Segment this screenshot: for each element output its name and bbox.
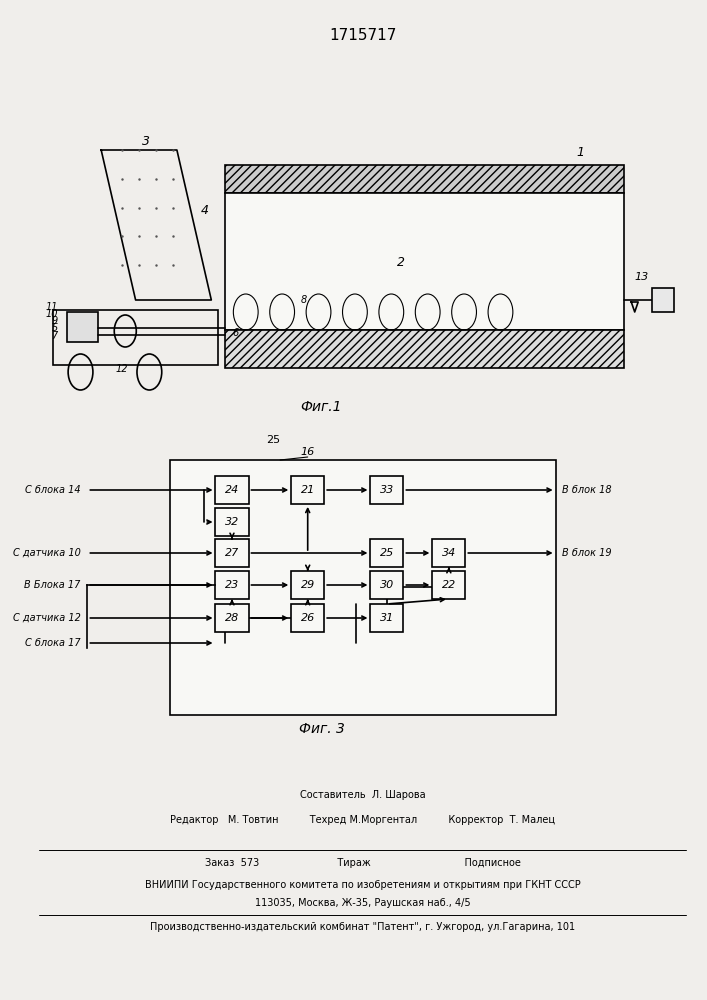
FancyBboxPatch shape <box>216 476 248 504</box>
FancyBboxPatch shape <box>216 604 248 632</box>
Text: 29: 29 <box>300 580 315 590</box>
Text: 8: 8 <box>300 295 307 305</box>
Text: Заказ  573                         Тираж                              Подписное: Заказ 573 Тираж Подписное <box>205 858 521 868</box>
Text: 23: 23 <box>225 580 239 590</box>
FancyBboxPatch shape <box>225 193 624 330</box>
Text: 33: 33 <box>380 485 394 495</box>
Text: 2: 2 <box>397 255 405 268</box>
Text: 113035, Москва, Ж-35, Раушская наб., 4/5: 113035, Москва, Ж-35, Раушская наб., 4/5 <box>255 898 471 908</box>
Text: Фиг. 3: Фиг. 3 <box>298 722 344 736</box>
Text: 9: 9 <box>52 316 58 326</box>
Text: Редактор   М. Товтин          Техред М.Моргентал          Корректор  Т. Малец: Редактор М. Товтин Техред М.Моргентал Ко… <box>170 815 555 825</box>
Text: Составитель  Л. Шарова: Составитель Л. Шарова <box>300 790 426 800</box>
Text: 27: 27 <box>225 548 239 558</box>
FancyBboxPatch shape <box>370 539 404 567</box>
Text: 12: 12 <box>115 364 128 374</box>
Text: Фиг.1: Фиг.1 <box>300 400 342 414</box>
FancyBboxPatch shape <box>370 476 404 504</box>
Text: 10: 10 <box>45 309 58 319</box>
FancyBboxPatch shape <box>291 604 325 632</box>
FancyBboxPatch shape <box>216 539 248 567</box>
Text: 5: 5 <box>52 323 58 333</box>
Text: С блока 14: С блока 14 <box>25 485 81 495</box>
FancyBboxPatch shape <box>370 571 404 599</box>
Text: 31: 31 <box>380 613 394 623</box>
Text: 16: 16 <box>300 447 315 457</box>
Text: 6: 6 <box>232 328 238 338</box>
Text: ВНИИПИ Государственного комитета по изобретениям и открытиям при ГКНТ СССР: ВНИИПИ Государственного комитета по изоб… <box>145 880 580 890</box>
FancyBboxPatch shape <box>432 539 465 567</box>
Text: Производственно-издательский комбинат "Патент", г. Ужгород, ул.Гагарина, 101: Производственно-издательский комбинат "П… <box>150 922 575 932</box>
Text: 11: 11 <box>45 302 58 312</box>
Text: В Блока 17: В Блока 17 <box>24 580 81 590</box>
FancyBboxPatch shape <box>216 508 248 536</box>
FancyBboxPatch shape <box>216 571 248 599</box>
FancyBboxPatch shape <box>291 571 325 599</box>
Text: 28: 28 <box>225 613 239 623</box>
FancyBboxPatch shape <box>170 460 556 715</box>
Text: 34: 34 <box>442 548 456 558</box>
Text: 25: 25 <box>380 548 394 558</box>
FancyBboxPatch shape <box>370 604 404 632</box>
Text: 1715717: 1715717 <box>329 28 397 43</box>
Text: 3: 3 <box>142 135 150 148</box>
Text: 21: 21 <box>300 485 315 495</box>
Text: 24: 24 <box>225 485 239 495</box>
Polygon shape <box>101 150 211 300</box>
Text: С датчика 10: С датчика 10 <box>13 548 81 558</box>
Text: 7: 7 <box>52 331 58 341</box>
FancyBboxPatch shape <box>291 476 325 504</box>
Text: 1: 1 <box>576 146 584 159</box>
Text: В блок 18: В блок 18 <box>563 485 612 495</box>
Text: 32: 32 <box>225 517 239 527</box>
Text: 4: 4 <box>201 204 209 217</box>
Text: 25: 25 <box>267 435 281 445</box>
FancyBboxPatch shape <box>53 310 218 365</box>
FancyBboxPatch shape <box>66 312 98 342</box>
Text: С датчика 12: С датчика 12 <box>13 613 81 623</box>
Text: 13: 13 <box>634 272 649 282</box>
Text: В блок 19: В блок 19 <box>563 548 612 558</box>
FancyBboxPatch shape <box>225 165 624 193</box>
Text: 22: 22 <box>442 580 456 590</box>
Text: 30: 30 <box>380 580 394 590</box>
FancyBboxPatch shape <box>652 288 674 312</box>
FancyBboxPatch shape <box>225 330 624 368</box>
Text: С блока 17: С блока 17 <box>25 638 81 648</box>
FancyBboxPatch shape <box>432 571 465 599</box>
Text: 26: 26 <box>300 613 315 623</box>
